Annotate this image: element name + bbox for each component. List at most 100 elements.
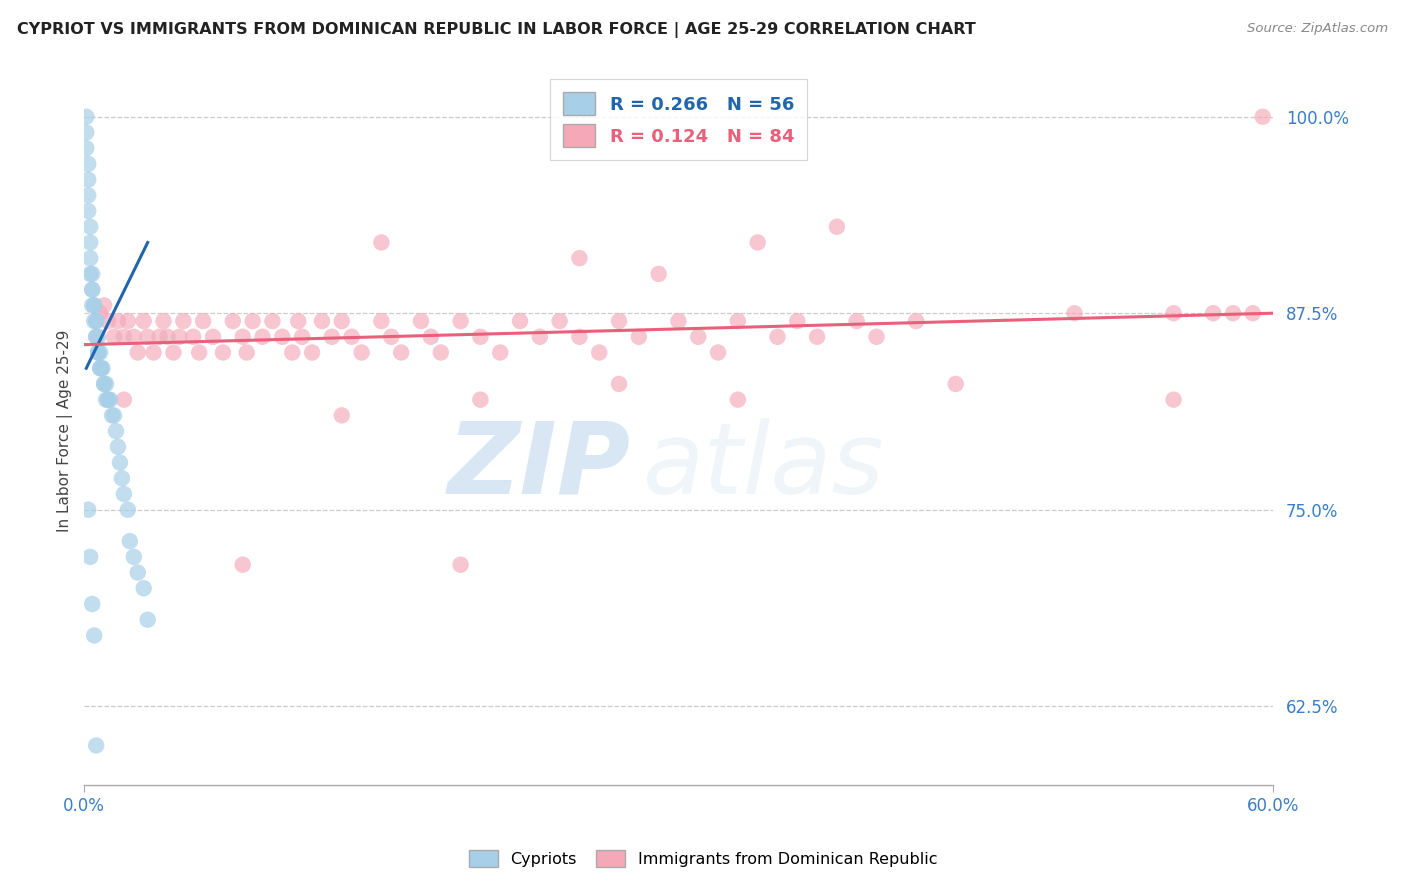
Point [1063, 306, 1085, 320]
Point [117, 314, 139, 328]
Point [1163, 392, 1185, 407]
Point [93, 298, 115, 312]
Point [291, 330, 314, 344]
Point [156, 330, 179, 344]
Point [84, 330, 107, 344]
Text: Source: ZipAtlas.com: Source: ZipAtlas.com [1247, 22, 1388, 36]
Point [132, 582, 155, 596]
Point [311, 314, 333, 328]
Point [509, 314, 531, 328]
Point [111, 471, 134, 485]
Point [77, 157, 100, 171]
Point [83, 314, 105, 328]
Point [122, 330, 145, 344]
Point [548, 314, 571, 328]
Point [89, 361, 111, 376]
Point [87, 345, 110, 359]
Point [647, 267, 669, 281]
Point [409, 314, 432, 328]
Point [82, 597, 104, 611]
Point [1251, 110, 1274, 124]
Legend: Cypriots, Immigrants from Dominican Republic: Cypriots, Immigrants from Dominican Repu… [463, 843, 943, 873]
Point [84, 330, 107, 344]
Point [350, 345, 373, 359]
Point [98, 392, 121, 407]
Point [77, 204, 100, 219]
Point [89, 361, 111, 376]
Point [330, 409, 353, 423]
Point [945, 376, 967, 391]
Point [181, 330, 204, 344]
Point [127, 566, 149, 580]
Point [430, 345, 453, 359]
Point [169, 330, 191, 344]
Point [489, 345, 512, 359]
Point [370, 314, 392, 328]
Point [252, 330, 274, 344]
Point [470, 392, 492, 407]
Point [568, 330, 591, 344]
Point [419, 330, 441, 344]
Point [112, 330, 135, 344]
Point [77, 188, 100, 202]
Point [222, 314, 245, 328]
Point [79, 251, 101, 265]
Point [242, 314, 264, 328]
Point [79, 219, 101, 234]
Point [83, 298, 105, 312]
Point [607, 314, 630, 328]
Point [91, 361, 114, 376]
Point [786, 314, 808, 328]
Point [82, 298, 104, 312]
Point [152, 314, 174, 328]
Point [101, 409, 124, 423]
Point [97, 392, 120, 407]
Point [1241, 306, 1264, 320]
Point [79, 549, 101, 564]
Point [117, 502, 139, 516]
Point [104, 424, 127, 438]
Point [87, 330, 110, 344]
Point [136, 330, 159, 344]
Point [232, 558, 254, 572]
Point [93, 376, 115, 391]
Point [1163, 306, 1185, 320]
Point [103, 409, 125, 423]
Point [82, 267, 104, 281]
Point [865, 330, 887, 344]
Point [82, 283, 104, 297]
Point [112, 392, 135, 407]
Point [450, 314, 472, 328]
Point [281, 345, 304, 359]
Point [380, 330, 402, 344]
Point [103, 330, 125, 344]
Point [271, 330, 294, 344]
Point [588, 345, 610, 359]
Legend: R = 0.266   N = 56, R = 0.124   N = 84: R = 0.266 N = 56, R = 0.124 N = 84 [550, 79, 807, 160]
Point [688, 330, 710, 344]
Y-axis label: In Labor Force | Age 25-29: In Labor Force | Age 25-29 [58, 330, 73, 533]
Point [727, 314, 749, 328]
Point [707, 345, 730, 359]
Point [97, 392, 120, 407]
Point [94, 376, 117, 391]
Point [232, 330, 254, 344]
Point [568, 251, 591, 265]
Point [122, 549, 145, 564]
Point [340, 330, 363, 344]
Text: ZIP: ZIP [449, 418, 631, 515]
Point [83, 298, 105, 312]
Point [212, 345, 235, 359]
Point [82, 283, 104, 297]
Point [470, 330, 492, 344]
Point [93, 376, 115, 391]
Point [330, 314, 353, 328]
Point [1222, 306, 1244, 320]
Point [262, 314, 284, 328]
Point [450, 558, 472, 572]
Point [627, 330, 650, 344]
Point [766, 330, 789, 344]
Point [75, 141, 97, 155]
Point [235, 345, 257, 359]
Point [825, 219, 848, 234]
